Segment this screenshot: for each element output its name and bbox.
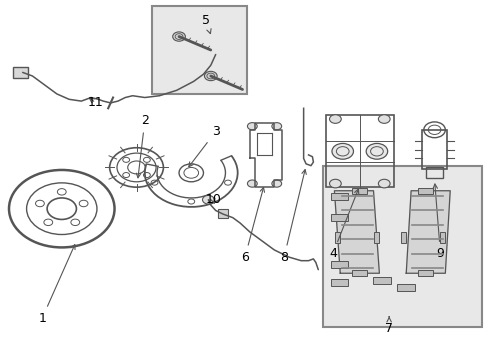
Circle shape [204, 71, 217, 81]
Circle shape [247, 123, 257, 130]
Bar [335, 232, 340, 243]
Bar [397, 284, 415, 291]
Bar [152, 6, 247, 94]
Circle shape [330, 179, 341, 188]
Bar [373, 277, 391, 284]
Text: 8: 8 [280, 170, 306, 264]
Circle shape [272, 180, 282, 187]
Text: 4: 4 [329, 189, 359, 260]
Bar [331, 193, 348, 200]
Circle shape [366, 143, 388, 159]
Text: 11: 11 [88, 96, 104, 109]
Text: 7: 7 [385, 317, 393, 335]
Bar [418, 188, 433, 194]
Circle shape [332, 143, 353, 159]
Bar [352, 270, 367, 276]
Bar [426, 167, 443, 178]
Circle shape [272, 123, 282, 130]
Bar [13, 67, 27, 78]
Bar [441, 232, 445, 243]
Bar [422, 130, 447, 169]
Bar [331, 279, 348, 286]
Circle shape [202, 195, 214, 204]
Bar [418, 270, 433, 276]
Circle shape [247, 180, 257, 187]
Polygon shape [334, 191, 379, 273]
Text: 6: 6 [241, 188, 265, 264]
Text: 9: 9 [433, 184, 444, 260]
Bar [326, 116, 394, 187]
Circle shape [172, 32, 185, 41]
Polygon shape [406, 191, 450, 273]
Bar [331, 261, 348, 268]
Bar [218, 210, 228, 219]
Bar [374, 232, 379, 243]
Text: 5: 5 [202, 14, 211, 33]
Bar [323, 166, 482, 327]
Text: 3: 3 [189, 125, 220, 167]
Circle shape [378, 115, 390, 123]
Text: 1: 1 [38, 245, 75, 325]
Bar [401, 232, 406, 243]
Text: 10: 10 [205, 193, 221, 206]
Bar [331, 214, 348, 221]
Circle shape [330, 115, 341, 123]
Text: 2: 2 [136, 114, 149, 178]
Bar [352, 188, 367, 194]
Circle shape [378, 179, 390, 188]
